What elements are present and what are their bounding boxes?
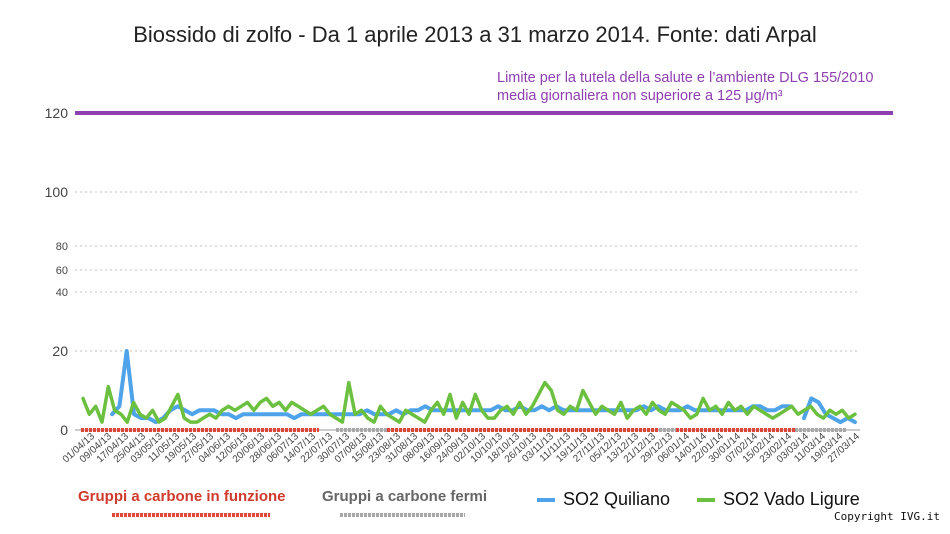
series-line-vado-ligure [81, 380, 857, 424]
y-tick-label-40: 40 [56, 287, 68, 299]
limit-annotation: Limite per la tutela della salute e l’am… [497, 69, 873, 105]
limit-label-line1: Limite per la tutela della salute e l’am… [497, 70, 874, 86]
limit-label-line2: media giornaliera non superiore a 125 μg… [497, 88, 783, 104]
legend-vado: SO2 Vado Ligure [723, 489, 860, 509]
y-tick-label-0: 0 [60, 422, 68, 438]
chart-title: Biossido di zolfo - Da 1 aprile 2013 a 3… [133, 22, 817, 47]
copyright-text: Copyright IVG.it [834, 510, 940, 523]
y-tick-label-60: 60 [56, 265, 68, 277]
y-tick-label-120: 120 [45, 105, 69, 121]
legend-quiliano-swatch [537, 498, 555, 502]
legend-vado-swatch [697, 498, 715, 502]
y-tick-label-20: 20 [52, 343, 68, 359]
series-line-quiliano [110, 349, 857, 425]
y-tick-label-80: 80 [56, 241, 68, 253]
legend-carbone-fermi: Gruppi a carbone fermi [322, 488, 488, 505]
legend-quiliano: SO2 Quiliano [563, 489, 671, 509]
y-tick-label-100: 100 [45, 184, 69, 200]
legend-carbone-funzione: Gruppi a carbone in funzione [78, 488, 286, 505]
